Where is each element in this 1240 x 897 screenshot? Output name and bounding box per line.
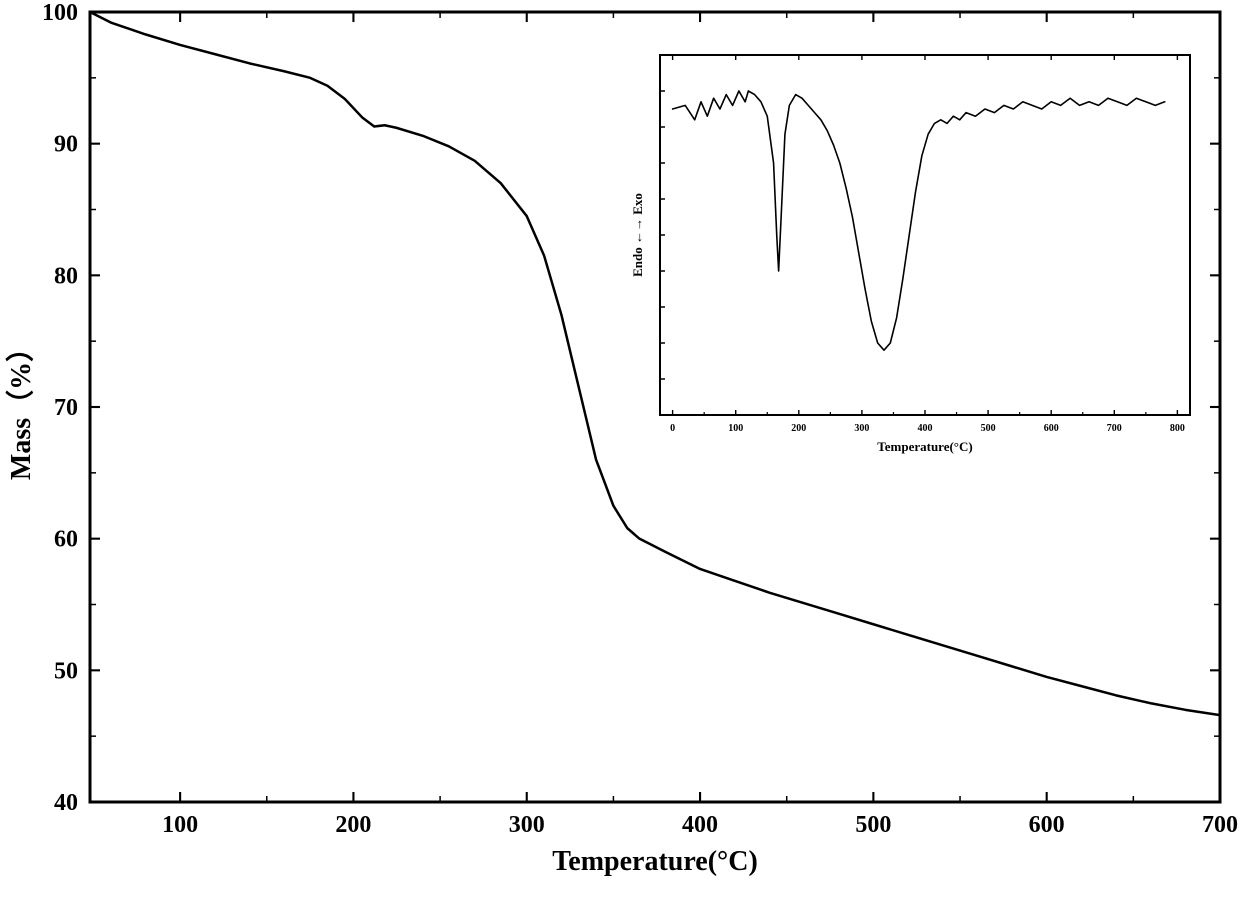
inset-xtick-label: 200 [791, 423, 806, 434]
main-xtick-label: 600 [1029, 812, 1065, 838]
main-xtick-label: 500 [855, 812, 891, 838]
main-ytick-label: 80 [54, 263, 78, 289]
main-xtick-label: 200 [335, 812, 371, 838]
main-ytick-label: 100 [42, 0, 78, 26]
main-xtick-label: 300 [509, 812, 545, 838]
main-ytick-label: 90 [54, 132, 78, 158]
inset-xtick-label: 800 [1170, 423, 1185, 434]
inset-xtick-label: 700 [1107, 423, 1122, 434]
inset-ylabel: Endo ←→ Exo [630, 193, 645, 277]
main-xlabel: Temperature(°C) [552, 846, 758, 877]
main-ytick-label: 60 [54, 527, 78, 553]
main-xtick-label: 700 [1202, 812, 1238, 838]
chart-svg: 100 200 300 400 500 600 700 40 50 60 70 80 90 100 Temp… [0, 0, 1240, 897]
chart-container: 100 200 300 400 500 600 700 40 50 60 70 80 90 100 Temp… [0, 0, 1240, 897]
inset-xtick-label: 400 [918, 423, 933, 434]
inset-xtick-label: 100 [728, 423, 743, 434]
main-ylabel: Mass（%） [4, 334, 37, 480]
inset-xtick-label: 600 [1044, 423, 1059, 434]
inset-xtick-label: 500 [981, 423, 996, 434]
inset-xtick-label: 0 [670, 423, 675, 434]
main-xtick-label: 400 [682, 812, 718, 838]
main-ytick-label: 70 [54, 395, 78, 421]
main-xtick-label: 100 [162, 812, 198, 838]
main-ytick-label: 40 [54, 790, 78, 816]
inset-xtick-label: 300 [854, 423, 869, 434]
inset-xlabel: Temperature(°C) [877, 439, 972, 454]
main-ytick-label: 50 [54, 658, 78, 684]
